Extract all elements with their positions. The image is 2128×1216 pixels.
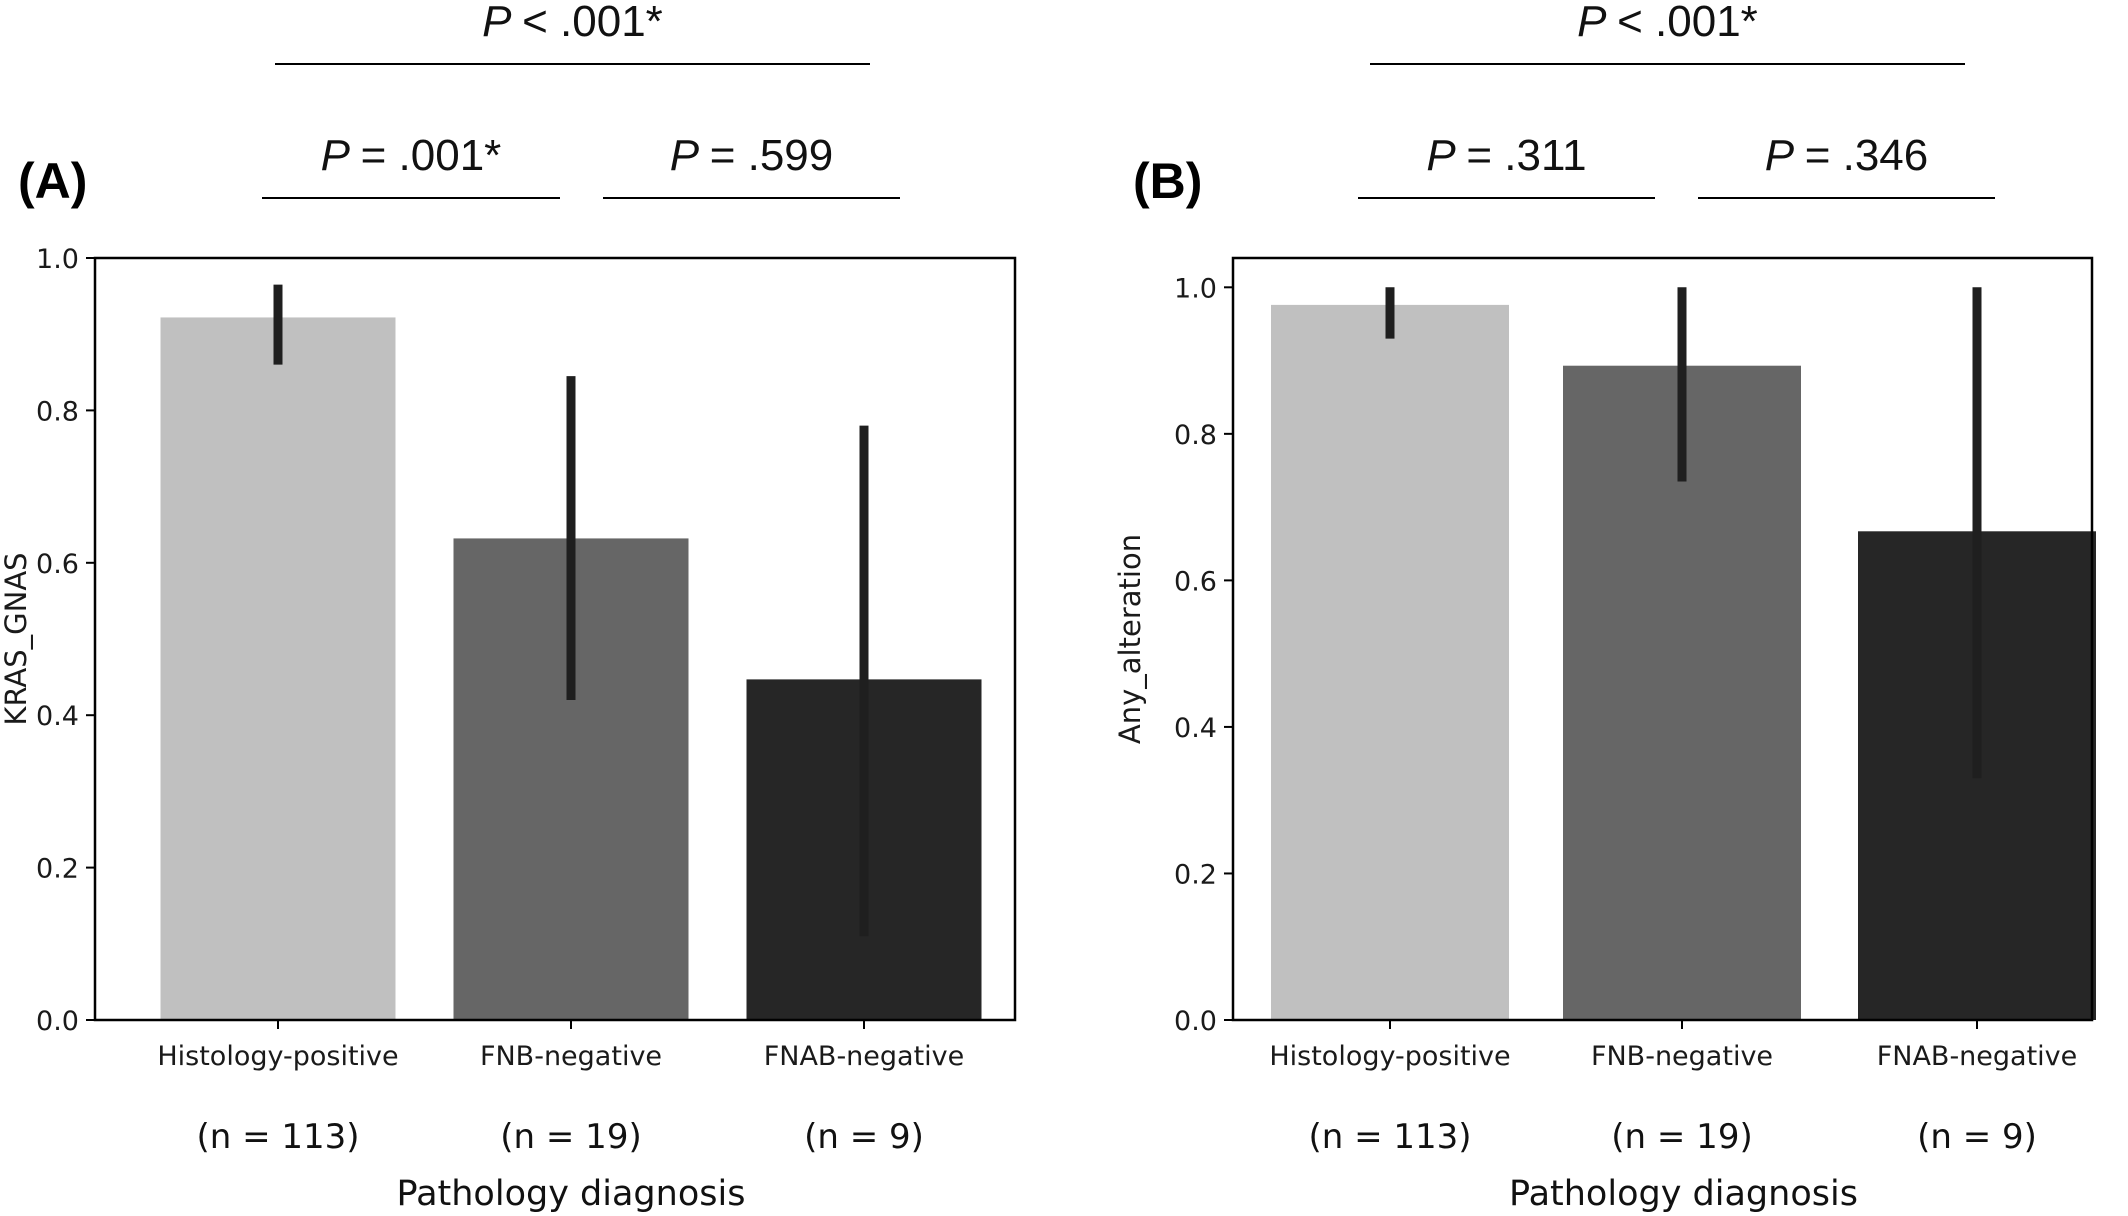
- sample-size-label: (n = 113): [196, 1117, 359, 1157]
- y-tick-label: 0.2: [36, 854, 79, 885]
- sample-size-label: (n = 9): [804, 1117, 924, 1157]
- p-symbol: P: [482, 0, 522, 46]
- p-value: = .311: [1466, 131, 1586, 180]
- p-value-label: P = .311: [1426, 131, 1586, 180]
- y-tick-label: 0.6: [36, 549, 79, 580]
- y-tick-label: 0.2: [1174, 859, 1217, 890]
- bar-histology-positive: [160, 317, 396, 1020]
- y-tick-label: 0.6: [1174, 566, 1217, 597]
- x-axis-label: Pathology diagnosis: [1509, 1174, 1858, 1214]
- x-tick-label: FNAB-negative: [1877, 1041, 2078, 1072]
- y-axis-label: KRAS_GNAS: [0, 552, 33, 725]
- y-tick-label: 1.0: [1174, 273, 1217, 304]
- y-tick-label: 0.8: [36, 396, 79, 427]
- x-tick-label: FNB-negative: [1591, 1041, 1773, 1072]
- axes-frame: [93, 256, 1017, 1022]
- p-value: = .599: [710, 131, 834, 180]
- panel-b: 0.0 0.2 0.4 0.6 0.8 1.0 Histology-positive (n =…: [1113, 0, 2096, 1214]
- y-tick-label: 1.0: [36, 244, 79, 275]
- sample-size-label: (n = 19): [500, 1117, 641, 1157]
- panel-label: (A): [18, 153, 87, 209]
- p-value-label: P = .346: [1765, 131, 1929, 180]
- sample-size-label: (n = 19): [1611, 1117, 1752, 1157]
- p-value: < .001*: [522, 0, 663, 46]
- y-tick-label: 0.4: [1174, 713, 1217, 744]
- p-value: = .346: [1805, 131, 1929, 180]
- x-tick-label: FNAB-negative: [764, 1041, 965, 1072]
- y-tick-label: 0.0: [1174, 1006, 1217, 1037]
- panel-label: (B): [1133, 153, 1202, 209]
- p-value: < .001*: [1617, 0, 1758, 46]
- p-symbol: P: [670, 131, 710, 180]
- p-symbol: P: [1765, 131, 1805, 180]
- panel-a: 0.0 0.2 0.4 0.6 0.8 1.0 Histology-positive (n =…: [0, 0, 1017, 1214]
- sample-size-label: (n = 9): [1917, 1117, 2037, 1157]
- sample-size-label: (n = 113): [1308, 1117, 1471, 1157]
- p-symbol: P: [1426, 131, 1466, 180]
- y-tick-label: 0.4: [36, 701, 79, 732]
- p-value-label: P = .001*: [321, 131, 502, 180]
- y-axis-label: Any_alteration: [1113, 534, 1147, 744]
- p-value-label: P < .001*: [482, 0, 663, 46]
- p-value-label: P = .599: [670, 131, 834, 180]
- x-tick-label: FNB-negative: [480, 1041, 662, 1072]
- y-tick-label: 0.8: [1174, 420, 1217, 451]
- p-symbol: P: [321, 131, 361, 180]
- x-axis-label: Pathology diagnosis: [397, 1174, 746, 1214]
- bar-histology-positive: [1271, 304, 1509, 1020]
- p-value: = .001*: [361, 131, 502, 180]
- p-value-label: P < .001*: [1577, 0, 1758, 46]
- p-symbol: P: [1577, 0, 1617, 46]
- y-tick-label: 0.0: [36, 1006, 79, 1037]
- axes-frame: [1231, 256, 2094, 1022]
- x-tick-label: Histology-positive: [1269, 1041, 1510, 1072]
- x-tick-label: Histology-positive: [157, 1041, 398, 1072]
